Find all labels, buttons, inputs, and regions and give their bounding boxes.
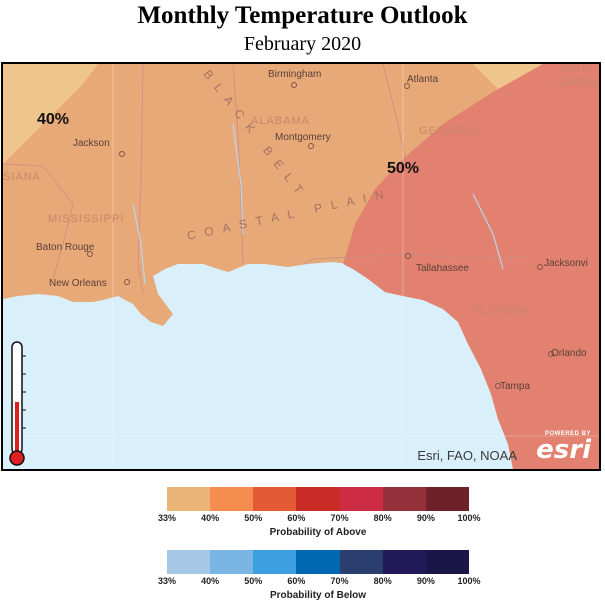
city-label-montgomery: Montgomery xyxy=(275,132,331,143)
legend-below-bar xyxy=(167,550,469,574)
city-label-jacksonville: Jacksonvi xyxy=(544,258,588,269)
city-label-tallahassee: Tallahassee xyxy=(416,263,469,274)
legend-below-tick: 50% xyxy=(244,576,263,586)
legend-below-caption: Probability of Below xyxy=(269,590,367,601)
legend-above-tick: 33% xyxy=(157,513,177,523)
legend-above-caption: Probability of Above xyxy=(269,527,367,538)
legend-above-ticks: 33% 40% 50% 60% 70% 80% 90% 100% xyxy=(158,513,481,525)
legend-below-ticks: 33% 40% 50% 60% 70% 80% 90% 100% xyxy=(158,576,481,588)
rivers xyxy=(132,123,504,285)
legend-above-swatch xyxy=(382,487,426,511)
page-subtitle: February 2020 xyxy=(243,33,362,55)
legend-above: 33% 40% 50% 60% 70% 80% 90% 100% Probabi… xyxy=(158,487,481,538)
state-label-alabama: ALABAMA xyxy=(251,115,310,127)
legend-above-tick: 90% xyxy=(416,513,435,523)
legend-above-swatch xyxy=(425,487,469,511)
thermometer-icon xyxy=(9,341,26,466)
legend-above-tick: 60% xyxy=(287,513,306,523)
legend-below-tick: 40% xyxy=(201,576,220,586)
legend-below-swatch xyxy=(167,550,211,574)
land-33-region-east xyxy=(473,64,543,94)
legend-above-swatch xyxy=(210,487,254,511)
city-label-atlanta: Atlanta xyxy=(407,74,439,85)
city-label-orlando: Orlando xyxy=(551,348,587,359)
map-attribution: Esri, FAO, NOAA xyxy=(417,448,517,463)
city-label-new-orleans: New Orleans xyxy=(49,278,107,289)
legend-below-swatch xyxy=(339,550,383,574)
graticule xyxy=(3,64,599,469)
legend-below-swatch xyxy=(210,550,254,574)
legend-below-swatch xyxy=(382,550,426,574)
map-canvas: Birmingham Atlanta Jackson Montgomery Ba… xyxy=(3,64,599,469)
legend-above-tick: 80% xyxy=(373,513,392,523)
legend-below: 33% 40% 50% 60% 70% 80% 90% 100% Probabi… xyxy=(158,550,481,601)
state-label-louisiana: SIANA xyxy=(3,171,41,183)
probability-label-50: 50% xyxy=(387,160,420,177)
city-label-tampa: Tampa xyxy=(500,381,530,392)
legend-above-bar xyxy=(167,487,469,511)
state-label-carolina: CAROLI xyxy=(557,76,599,88)
legend-above-tick: 50% xyxy=(244,513,263,523)
legend-above-swatch xyxy=(339,487,383,511)
probability-label-40: 40% xyxy=(37,111,70,128)
page-title: Monthly Temperature Outlook xyxy=(137,2,468,29)
legend-above-tick: 40% xyxy=(201,513,220,523)
state-label-florida: FLORIDA xyxy=(473,305,528,317)
esri-powered-by: POWERED BY xyxy=(544,431,591,437)
legend-above-swatch xyxy=(296,487,340,511)
legend-below-tick: 80% xyxy=(373,576,392,586)
legend-below-tick: 70% xyxy=(330,576,349,586)
legend-below-swatch xyxy=(253,550,297,574)
legend-below-tick: 100% xyxy=(457,576,481,586)
land-33-region xyxy=(3,64,98,164)
legend-below-tick: 60% xyxy=(287,576,306,586)
esri-logo[interactable]: POWERED BY esri xyxy=(521,431,591,467)
legend-below-tick: 90% xyxy=(416,576,435,586)
city-label-baton-rouge: Baton Rouge xyxy=(36,242,95,253)
state-label-mississippi: MISSISSIPPI xyxy=(48,213,124,225)
legend-below-swatch xyxy=(296,550,340,574)
outlook-map[interactable]: Birmingham Atlanta Jackson Montgomery Ba… xyxy=(1,62,601,471)
legend-above-swatch xyxy=(253,487,297,511)
city-markers xyxy=(87,82,554,389)
legend-above-tick: 70% xyxy=(330,513,349,523)
esri-wordmark: esri xyxy=(536,435,591,465)
city-label-jackson: Jackson xyxy=(73,138,110,149)
legend-below-swatch xyxy=(425,550,469,574)
state-label-south: SOUT xyxy=(559,64,594,75)
city-label-birmingham: Birmingham xyxy=(268,69,321,80)
legend-below-tick: 33% xyxy=(157,576,177,586)
state-label-georgia: GEORGIA xyxy=(419,125,477,137)
legend-above-tick: 100% xyxy=(457,513,481,523)
legend-above-swatch xyxy=(167,487,211,511)
